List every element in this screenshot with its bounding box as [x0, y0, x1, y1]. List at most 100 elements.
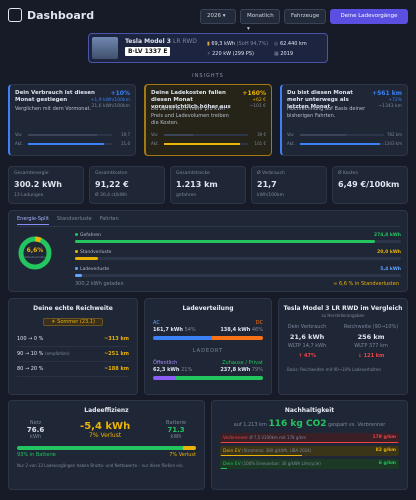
emission-left: Dein EV (100% Erneuerbar: 30 g/kWh Lifec…	[223, 461, 321, 467]
comparison-card: Tesla Model 3 LR RWD im Vergleich zu Her…	[278, 298, 408, 395]
insight-current: ~101 €	[249, 104, 266, 109]
emission-label: Dein EV	[223, 449, 241, 454]
split-name: Gefahren	[80, 233, 101, 238]
emission-fill	[220, 442, 399, 443]
dc-value: 138,4 kWh	[220, 327, 251, 333]
tab[interactable]: Energie-Split	[17, 216, 49, 225]
bar-value: 19,7	[121, 132, 130, 137]
split-footer-left: 300,2 kWh geladen	[75, 281, 124, 287]
split-bar	[75, 257, 401, 260]
bar-value: 1343 km	[384, 141, 402, 146]
split-row-head: Gefahren 274,8 kWh	[75, 233, 401, 238]
vehicle-card[interactable]: Tesla Model 3 LR RWD B·LV 1337 E ▮ 69,3 …	[88, 33, 328, 63]
sustainability-card: Nachhaltigkeit auf 1.213 km 116 kg CO2 g…	[211, 400, 408, 490]
split-value: 274,8 kWh	[374, 233, 401, 238]
home-label: Zuhause / Privat	[222, 360, 263, 366]
battery-label: Batterie	[166, 420, 187, 426]
dot	[75, 233, 78, 236]
emission-note: (Strommix: 380 g/kWh, UBA 2024)	[242, 448, 312, 453]
bar-label: Akt.	[287, 141, 295, 146]
battery-unit: kWh	[170, 434, 182, 440]
insight-card: Deine Ladekosten fallen diesen Monat vor…	[144, 84, 272, 156]
period-select[interactable]: Monatlich ▾	[240, 9, 280, 32]
charging-button[interactable]: Deine Ladevorgänge	[330, 9, 408, 24]
compare-fill	[28, 143, 104, 145]
split-row: Standverluste 20,0 kWh	[75, 250, 401, 260]
loss-share: 7% Verlust	[89, 432, 122, 439]
insight-current: 21,6 kWh/100km	[91, 104, 130, 109]
range-value: 256 km	[357, 333, 385, 341]
battery-value: 71.3	[167, 426, 185, 434]
plate: B·LV 1337 E	[125, 47, 171, 56]
vehicle-year: 2019	[280, 51, 294, 57]
insight-delta: +1,9 kWh/100km	[90, 98, 130, 103]
sustainability-title: Nachhaltigkeit	[284, 407, 335, 414]
compare-bar	[164, 134, 248, 136]
kpi-card: Ø Kosten 6,49 €/100km	[332, 166, 408, 204]
mileage: 62.440 km	[279, 41, 307, 47]
emission-label: Verbrenner	[223, 436, 249, 441]
range-diff: ↓ 121 km	[357, 353, 385, 359]
insight-text: Du zahlst auch mehr pro kWh - Preis und …	[151, 106, 229, 126]
emission-row: Verbrenner Ø 7,5 l/100km mit 178 g/km 178…	[220, 433, 399, 443]
tab[interactable]: Standverluste	[56, 216, 92, 222]
distribution-card: Ladeverteilung AC DC 161,7 kWh 54% 138,4 k…	[144, 298, 272, 395]
battery: 69,3 kWh	[211, 41, 236, 47]
split-fill	[75, 257, 98, 260]
insight-card: Du bist diesen Monat mehr unterwegs als …	[280, 84, 408, 156]
tab[interactable]: Fahrten	[99, 216, 119, 222]
comparison-footnote: Basis: Reichweiten mit 90→10% Ladeverhal…	[287, 367, 381, 372]
range-left: 90 → 10 % (empfohlen)	[17, 351, 70, 357]
power: 220 kW (299 PS)	[212, 51, 254, 57]
emission-left: Dein EV (Strommix: 380 g/kWh, UBA 2024)	[223, 448, 311, 454]
vehicles-button[interactable]: Fahrzeuge	[284, 9, 326, 24]
kpi-label: Gesamtstrecke	[176, 171, 210, 176]
soh: (SoH 94,7%)	[236, 41, 269, 47]
range-left: 80 → 20 %	[17, 366, 43, 372]
range-card: Deine echte Reichweite ☀ Sommer (23,1) 1…	[8, 298, 138, 395]
season-chip[interactable]: ☀ Sommer (23,1)	[43, 318, 103, 326]
bar-value: 101 €	[254, 141, 266, 146]
emission-row: Dein EV (Strommix: 380 g/kWh, UBA 2024) 8…	[220, 446, 399, 456]
range-label: Reichweite (90→10%)	[343, 324, 399, 330]
range-label: 80 → 20 %	[17, 366, 44, 372]
compare-fill	[300, 134, 347, 136]
efficiency-title: Ladeeffizienz	[84, 407, 129, 414]
emission-value: 6 g/km	[378, 461, 396, 466]
bar-left-label: 93% in Batterie	[17, 452, 56, 458]
vehicle-name: Tesla Model 3	[125, 38, 171, 45]
split-row-head: Standverluste 20,0 kWh	[75, 250, 401, 255]
bar-label: Vor.	[15, 132, 23, 137]
public-share: 21%	[181, 367, 193, 373]
compare-fill	[164, 143, 240, 145]
page-title: Dashboard	[27, 9, 95, 22]
vehicle-image	[92, 37, 118, 59]
dc-share: 46%	[251, 327, 263, 333]
kpi-card: Gesamtenergie 300.2 kWh 13 Ladungen	[8, 166, 84, 204]
insight-text: Verglichen mit dem Vormonat.	[15, 106, 92, 112]
range-wltp: WLTP 377 km	[354, 343, 388, 349]
range-value: ~313 km	[104, 336, 129, 342]
location-label: LADEORT	[192, 348, 224, 354]
year: 2026	[207, 13, 221, 19]
split-bar	[75, 240, 401, 243]
vehicle-variant: LR RWD	[173, 38, 197, 45]
split-footer-right: ≈ 6,6 % in Standverlusten	[333, 281, 399, 287]
home-share: 79%	[251, 367, 263, 373]
ac-value: 161,7 kWh	[153, 327, 183, 333]
compare-fill	[28, 134, 97, 136]
insight-current: ~1343 km	[378, 104, 402, 109]
insight-title: Du bist diesen Monat mehr unterwegs als …	[287, 90, 353, 110]
year-select[interactable]: 2026 ▾	[200, 9, 236, 24]
kpi-label: Gesamtkosten	[95, 171, 128, 176]
efficiency-card: Ladeeffizienz Netz 76.6 kWh -5,4 kWh 7% Ver…	[8, 400, 205, 490]
emission-value: 178 g/km	[372, 435, 396, 440]
donut: 6,6% Standverluste	[18, 236, 52, 270]
range-note: (empfohlen)	[45, 351, 70, 356]
consumption-diff: ↑ 47%	[298, 353, 316, 359]
kpi-sub: Ø 30,4 ct/kWh	[95, 193, 128, 198]
bar-value: 782 km	[386, 132, 402, 137]
co2-suffix: gespart vs. Verbrenner	[328, 422, 386, 428]
split-fill	[75, 274, 82, 277]
